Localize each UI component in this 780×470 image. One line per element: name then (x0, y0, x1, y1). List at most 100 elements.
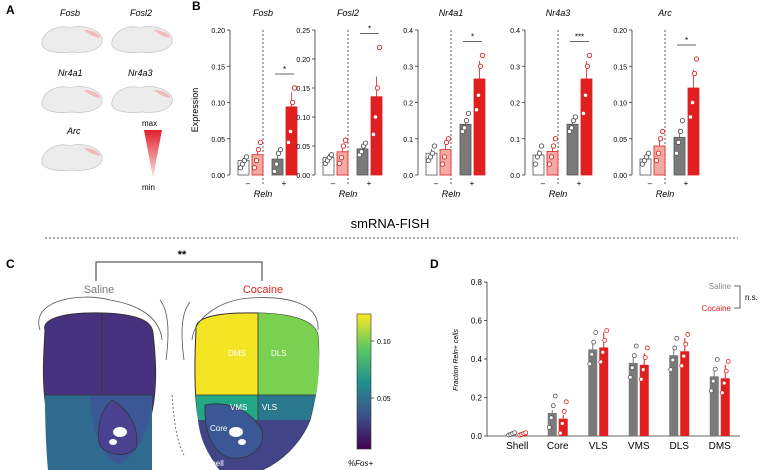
legend-saline: Saline (709, 282, 732, 291)
y-tick-label: 0.4 (471, 355, 483, 364)
x-label-reln: Reln (254, 189, 273, 199)
data-point (328, 152, 335, 158)
region-label-core: Core (210, 424, 228, 433)
data-point (714, 357, 720, 362)
data-point (563, 399, 569, 405)
data-point (677, 128, 684, 135)
data-point (362, 140, 369, 146)
category-label-vls: VLS (589, 441, 608, 452)
y-tick-label: 0.2 (403, 101, 413, 108)
data-point (586, 52, 593, 59)
legend-cocaine: Cocaine (702, 304, 732, 313)
y-tick-label: 0.0 (403, 173, 413, 180)
data-point (627, 374, 633, 380)
data-point (538, 143, 545, 149)
data-point (582, 92, 589, 98)
reln-plus: + (367, 179, 372, 188)
data-point (631, 353, 637, 359)
data-point (572, 114, 579, 120)
x-label-reln: Reln (442, 189, 461, 199)
data-point (445, 136, 452, 142)
data-point (548, 154, 555, 160)
y-tick-label: 0.3 (403, 64, 413, 71)
x-label-reln: Reln (549, 189, 568, 199)
data-point (271, 168, 278, 175)
data-point (644, 345, 650, 351)
data-point (255, 146, 262, 153)
colorbar (356, 313, 372, 450)
y-tick-label: 0.1 (403, 137, 413, 144)
x-label-reln: Reln (656, 189, 675, 199)
data-point (431, 143, 438, 149)
data-point (670, 357, 676, 363)
data-point (657, 136, 664, 142)
data-point (475, 92, 482, 98)
data-point (679, 363, 685, 369)
y-tick-label: 0.00 (613, 173, 627, 180)
x-label-reln: Reln (339, 189, 358, 199)
panel-c: ** Saline Cocaine (38, 249, 391, 470)
data-point (633, 343, 639, 349)
data-point (370, 131, 377, 138)
y-tick-label: 0.15 (613, 64, 627, 71)
data-point (602, 337, 608, 343)
data-point (461, 125, 468, 131)
reln-plus: + (684, 179, 689, 188)
data-point (638, 376, 644, 382)
region-label-dms: DMS (228, 349, 246, 358)
y-tick-label: 0.05 (613, 137, 627, 144)
y-tick-label: 0.20 (296, 57, 310, 64)
y-tick-label: 0.4 (403, 28, 413, 35)
y-tick-label: 0.00 (211, 173, 225, 180)
y-tick-label: 0.05 (211, 137, 225, 144)
brain-thumbnail-nr4a3 (111, 86, 173, 113)
data-point (659, 128, 666, 135)
mini-chart-fosl2: Fosl2 0.00 0.05 0.10 0.15 0.20 0.25 * – + Reln (296, 8, 383, 199)
data-point (291, 85, 298, 91)
colorbar-tick-0.10: 0.10 (377, 339, 391, 346)
gene-label-nr4a1: Nr4a1 (58, 68, 83, 78)
data-point (243, 154, 250, 160)
bar-vms-saline (628, 362, 638, 436)
category-label-shell: Shell (506, 441, 528, 452)
mini-chart-title: Fosb (253, 8, 273, 18)
y-tick-label: 0.05 (296, 144, 310, 151)
data-point (465, 110, 472, 117)
data-point (512, 430, 518, 436)
data-point (251, 165, 258, 171)
data-point (687, 114, 694, 120)
y-tick-label: 0.4 (510, 28, 520, 35)
data-point (561, 409, 567, 414)
data-point (655, 150, 662, 156)
gene-label-fosl2: Fosl2 (130, 8, 152, 18)
data-point (552, 393, 558, 399)
data-point (257, 139, 264, 146)
data-point (479, 52, 486, 59)
data-point (589, 351, 595, 357)
data-point (546, 424, 552, 430)
data-point (376, 44, 383, 51)
y-tick-label: 0.2 (510, 101, 520, 108)
y-tick-label: 0.15 (211, 64, 225, 71)
brain-thumbnail-nr4a1 (41, 86, 103, 113)
panel-letter-d: D (430, 257, 439, 271)
mini-chart-title: Nr4a3 (546, 8, 571, 18)
brain-thumbnail-fosl2 (111, 26, 173, 53)
data-point (653, 157, 660, 164)
scale-max-label: max (142, 119, 157, 128)
brain-thumbnail-arc (41, 144, 103, 171)
reln-plus: + (282, 179, 287, 188)
reln-minus: – (331, 179, 336, 188)
data-point (523, 430, 529, 436)
data-point (584, 63, 591, 69)
legend-bracket (734, 285, 741, 309)
data-point (277, 146, 284, 153)
panel-b: Expression Fosb 0.00 0.05 0.10 0.15 0.20 * – + Re… (190, 8, 700, 199)
mini-chart-nr4a3: Nr4a3 0.0 0.1 0.2 0.3 0.4 *** – + Reln (510, 8, 593, 199)
data-point (719, 390, 725, 396)
data-point (546, 161, 553, 167)
reln-plus: + (470, 179, 475, 188)
bar-core-saline (547, 412, 557, 436)
y-tick-label: 0.10 (296, 115, 310, 122)
data-point (273, 161, 280, 167)
